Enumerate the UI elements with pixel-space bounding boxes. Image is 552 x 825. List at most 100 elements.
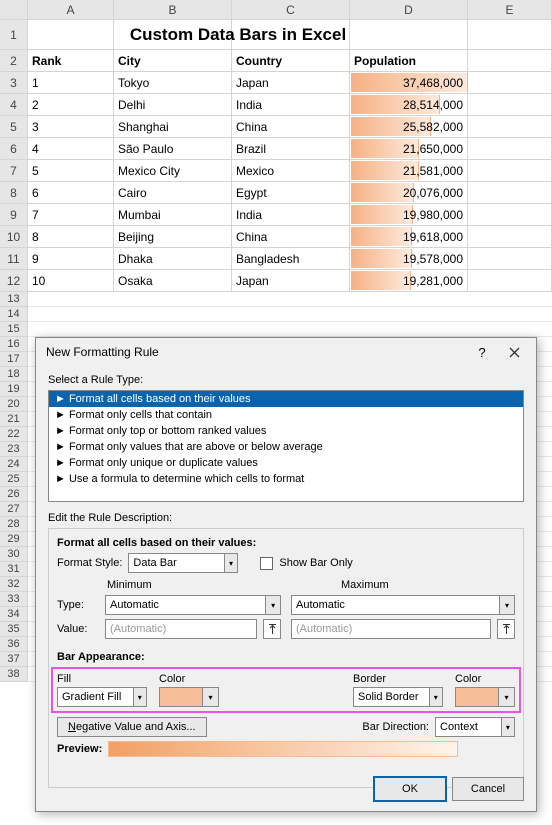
cell[interactable]: India [232,94,350,116]
row-header[interactable]: 7 [0,160,28,182]
row-header[interactable]: 35 [0,622,28,637]
bar-direction-dropdown[interactable]: ▾ [435,717,515,737]
row-header[interactable]: 24 [0,457,28,472]
row-header[interactable]: 14 [0,307,28,322]
population-cell[interactable]: 19,980,000 [350,204,468,226]
max-type-dropdown[interactable]: ▾ [291,595,515,615]
row-header[interactable]: 8 [0,182,28,204]
ok-button[interactable]: OK [374,777,446,801]
population-cell[interactable]: 25,582,000 [350,116,468,138]
row-header[interactable]: 36 [0,637,28,652]
cell[interactable]: Dhaka [114,248,232,270]
fill-dropdown[interactable]: ▾ [57,687,147,707]
row-header[interactable]: 5 [0,116,28,138]
border-color-dropdown[interactable]: ▾ [455,687,515,707]
fill-color-dropdown[interactable]: ▾ [159,687,219,707]
cell[interactable]: Mexico [232,160,350,182]
cell[interactable] [468,204,552,226]
cell[interactable] [468,50,552,72]
cell[interactable]: Shanghai [114,116,232,138]
cell[interactable]: 4 [28,138,114,160]
negative-value-axis-button[interactable]: Negative Value and Axis... [57,717,207,737]
column-header-C[interactable]: C [232,0,350,20]
min-value-input[interactable] [105,619,257,639]
cell[interactable] [468,94,552,116]
row-header[interactable]: 26 [0,487,28,502]
help-button[interactable]: ? [466,340,498,364]
row-header[interactable]: 31 [0,562,28,577]
population-cell[interactable]: 21,581,000 [350,160,468,182]
cell[interactable]: Population [350,50,468,72]
cell[interactable]: China [232,116,350,138]
population-cell[interactable]: 19,281,000 [350,270,468,292]
row-header[interactable]: 29 [0,532,28,547]
row-header[interactable]: 30 [0,547,28,562]
cell[interactable]: Beijing [114,226,232,248]
row-header[interactable]: 21 [0,412,28,427]
rule-type-item[interactable]: ► Format only top or bottom ranked value… [49,423,523,439]
cell[interactable]: 5 [28,160,114,182]
cell[interactable]: Egypt [232,182,350,204]
row-header[interactable]: 33 [0,592,28,607]
cell[interactable] [468,226,552,248]
select-all-corner[interactable] [0,0,28,20]
cell[interactable]: Cairo [114,182,232,204]
rule-type-item[interactable]: ► Use a formula to determine which cells… [49,471,523,487]
population-cell[interactable]: 21,650,000 [350,138,468,160]
row-header[interactable]: 4 [0,94,28,116]
rule-type-item[interactable]: ► Format only unique or duplicate values [49,455,523,471]
row-header[interactable]: 27 [0,502,28,517]
row-header[interactable]: 34 [0,607,28,622]
row-header[interactable]: 25 [0,472,28,487]
border-dropdown[interactable]: ▾ [353,687,443,707]
column-header-A[interactable]: A [28,0,114,20]
cell[interactable] [468,270,552,292]
cell[interactable]: 7 [28,204,114,226]
cell[interactable]: 2 [28,94,114,116]
row-header[interactable]: 17 [0,352,28,367]
max-value-input[interactable] [291,619,491,639]
row-header[interactable]: 37 [0,652,28,667]
row-header[interactable]: 6 [0,138,28,160]
close-button[interactable] [498,340,530,364]
row-header[interactable]: 28 [0,517,28,532]
cell[interactable]: Mexico City [114,160,232,182]
cell[interactable]: Rank [28,50,114,72]
cell[interactable]: Delhi [114,94,232,116]
row-header[interactable]: 3 [0,72,28,94]
cancel-button[interactable]: Cancel [452,777,524,801]
row-header[interactable]: 13 [0,292,28,307]
row-header[interactable]: 9 [0,204,28,226]
cell[interactable] [468,138,552,160]
max-range-picker-button[interactable] [497,619,515,639]
row-header[interactable]: 22 [0,427,28,442]
row-header[interactable]: 19 [0,382,28,397]
cell[interactable]: Brazil [232,138,350,160]
cell[interactable]: Japan [232,72,350,94]
row-header[interactable]: 1 [0,20,28,50]
rule-type-item[interactable]: ► Format all cells based on their values [49,391,523,407]
row-header[interactable]: 32 [0,577,28,592]
rule-type-list[interactable]: ► Format all cells based on their values… [48,390,524,502]
population-cell[interactable]: 19,618,000 [350,226,468,248]
population-cell[interactable]: 37,468,000 [350,72,468,94]
cell[interactable]: China [232,226,350,248]
cell[interactable]: Mumbai [114,204,232,226]
cell[interactable]: City [114,50,232,72]
cell[interactable]: 9 [28,248,114,270]
row-header[interactable]: 23 [0,442,28,457]
column-header-E[interactable]: E [468,0,552,20]
cell[interactable]: Bangladesh [232,248,350,270]
column-header-B[interactable]: B [114,0,232,20]
rule-type-item[interactable]: ► Format only cells that contain [49,407,523,423]
row-header[interactable]: 2 [0,50,28,72]
min-range-picker-button[interactable] [263,619,281,639]
cell[interactable]: São Paulo [114,138,232,160]
row-header[interactable]: 20 [0,397,28,412]
min-type-dropdown[interactable]: ▾ [105,595,281,615]
cell[interactable]: Japan [232,270,350,292]
row-header[interactable]: 18 [0,367,28,382]
cell[interactable] [468,182,552,204]
column-header-D[interactable]: D [350,0,468,20]
cell[interactable]: India [232,204,350,226]
